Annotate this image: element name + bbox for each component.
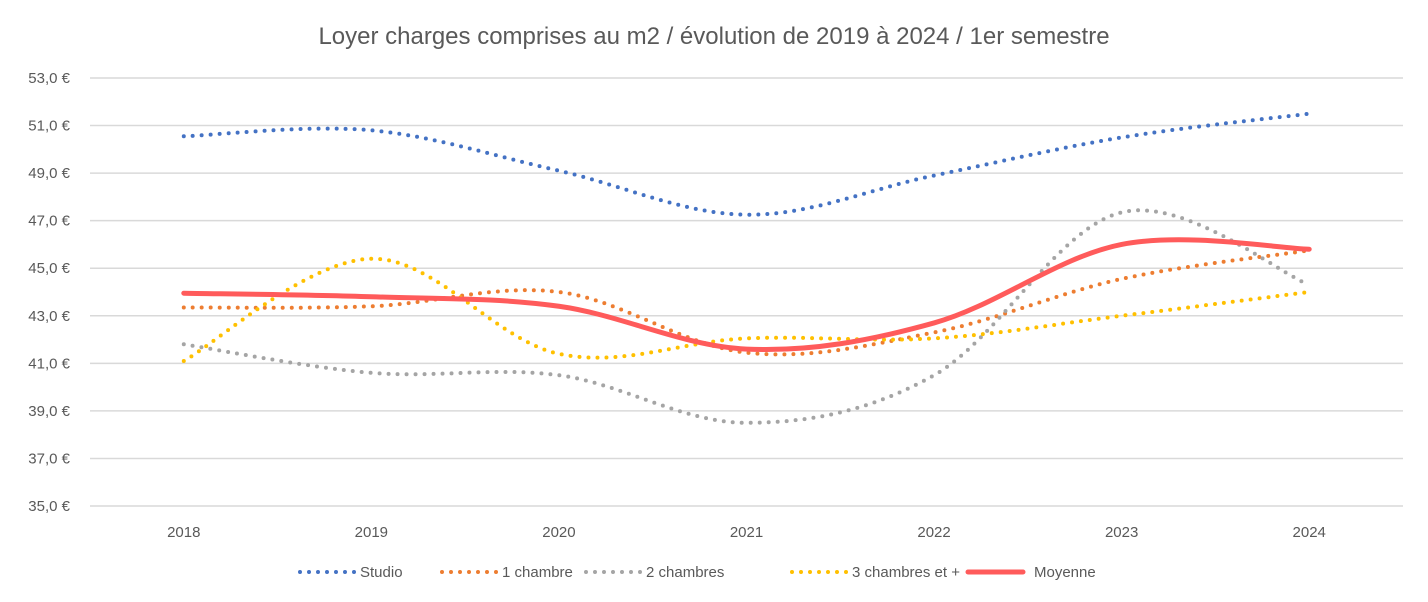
x-tick-label: 2021 — [730, 524, 763, 541]
x-tick-label: 2024 — [1293, 524, 1326, 541]
series-line-3-chambres-et- — [181, 256, 1312, 363]
series-line-studio — [181, 111, 1312, 217]
series-line-1-chambre — [181, 248, 1312, 357]
legend-label: Moyenne — [1034, 564, 1096, 581]
y-tick-label: 43,0 € — [28, 308, 70, 325]
x-tick-label: 2018 — [167, 524, 200, 541]
series-lines — [181, 111, 1312, 425]
x-tick-label: 2022 — [917, 524, 950, 541]
series-line-2-chambres — [181, 208, 1312, 425]
series-line-moyenne — [181, 237, 1312, 352]
y-tick-label: 45,0 € — [28, 260, 70, 277]
y-axis: 35,0 € 37,0 € 39,0 € 41,0 € 43,0 € 45,0 € 47,0… — [28, 70, 70, 515]
x-tick-label: 2019 — [355, 524, 388, 541]
legend-label: Studio — [360, 564, 403, 581]
y-tick-label: 47,0 € — [28, 213, 70, 230]
y-tick-label: 51,0 € — [28, 118, 70, 135]
y-tick-label: 39,0 € — [28, 403, 70, 420]
x-axis: 2018 2019 2020 2021 2022 2023 2024 — [167, 524, 1326, 541]
legend-label: 2 chambres — [646, 564, 724, 581]
x-tick-label: 2023 — [1105, 524, 1138, 541]
y-tick-label: 41,0 € — [28, 355, 70, 372]
legend-label: 1 chambre — [502, 564, 573, 581]
chart-title: Loyer charges comprises au m2 / évolutio… — [318, 23, 1109, 50]
legend: Studio 1 chambre 2 chambres 3 chambres et +… — [298, 564, 1096, 581]
gridlines — [90, 77, 1403, 507]
x-tick-label: 2020 — [542, 524, 575, 541]
y-tick-label: 53,0 € — [28, 70, 70, 87]
y-tick-label: 49,0 € — [28, 165, 70, 182]
y-tick-label: 35,0 € — [28, 498, 70, 515]
legend-label: 3 chambres et + — [852, 564, 960, 581]
y-tick-label: 37,0 € — [28, 450, 70, 467]
